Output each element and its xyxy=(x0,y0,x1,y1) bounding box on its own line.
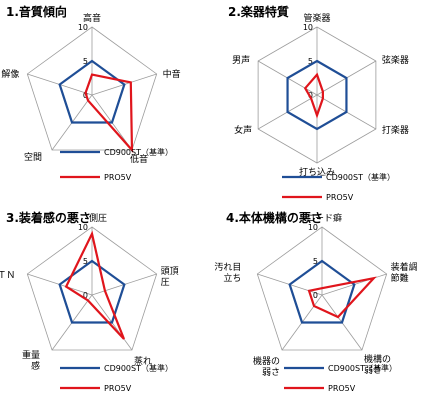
series-line-CD900ST xyxy=(58,259,126,324)
tick-label: 10 xyxy=(303,23,313,32)
legend-label-PRO5V: PRO5V xyxy=(104,173,132,182)
grid-ring-2 xyxy=(256,226,388,351)
series-line-PRO5V xyxy=(64,230,125,340)
tick-label: 0 xyxy=(313,291,318,300)
axis-label: 汚れ目立ち xyxy=(214,261,241,284)
tick-label: 5 xyxy=(83,57,88,66)
axis-label: 低音 xyxy=(130,153,148,165)
axis-label: 男声 xyxy=(232,54,250,66)
radar-panel-2: 0510管楽器弦楽器打楽器打ち込み女声男声2.楽器特質CD900ST（基準）PR… xyxy=(228,4,409,202)
tick-label: 0 xyxy=(83,291,88,300)
grid-ring-2 xyxy=(26,226,158,351)
legend-label-CD900ST: CD900ST（基準） xyxy=(104,147,173,157)
axis-label: コード癖 xyxy=(306,212,342,224)
axis-label: 側圧 xyxy=(89,212,107,224)
legend-label-CD900ST: CD900ST（基準） xyxy=(328,363,397,373)
grid-ring-2 xyxy=(26,26,158,151)
axis-label: 機構の弱さ xyxy=(364,353,391,376)
legend-label-PRO5V: PRO5V xyxy=(104,384,132,393)
chart-title: 1.音質傾向 xyxy=(6,4,67,19)
legend-label-CD900ST: CD900ST（基準） xyxy=(104,363,173,373)
axis-label: ＴＮ xyxy=(0,271,15,281)
axis-label: 打楽器 xyxy=(382,124,409,136)
axis-label: 機器の弱さ xyxy=(253,355,280,378)
tick-label: 10 xyxy=(78,23,88,32)
axis-label: 重量感 xyxy=(22,349,40,372)
tick-label: 10 xyxy=(78,223,88,232)
series-line-PRO5V xyxy=(84,73,134,153)
axis-label: 高音 xyxy=(83,12,101,24)
axis-label: 弦楽器 xyxy=(382,54,409,66)
tick-label: 5 xyxy=(83,257,88,266)
axis-label: 装着調節難 xyxy=(391,261,418,284)
axis-label: 頭頂圧 xyxy=(161,266,179,288)
tick-label: 5 xyxy=(308,57,313,66)
axis-label: 打ち込み xyxy=(299,166,335,178)
axis-label: 解像 xyxy=(1,68,19,80)
legend-label-PRO5V: PRO5V xyxy=(326,193,354,202)
legend-label-PRO5V: PRO5V xyxy=(328,384,356,393)
series-line-PRO5V xyxy=(307,276,377,319)
tick-label: 5 xyxy=(313,257,318,266)
axis-label: 蒸れ xyxy=(134,355,152,367)
chart-title: 3.装着感の悪さ xyxy=(6,210,91,225)
axis-label: 女声 xyxy=(234,124,252,136)
axis-label: 中音 xyxy=(163,68,181,80)
tick-label: 10 xyxy=(308,223,318,232)
legend-label-CD900ST: CD900ST（基準） xyxy=(326,172,395,182)
axis-label: 空間 xyxy=(24,151,42,163)
axis-label: 管楽器 xyxy=(303,12,330,24)
series-line-CD900ST xyxy=(288,259,356,324)
chart-title: 2.楽器特質 xyxy=(228,4,289,19)
chart-title: 4.本体機構の悪さ xyxy=(226,210,323,225)
